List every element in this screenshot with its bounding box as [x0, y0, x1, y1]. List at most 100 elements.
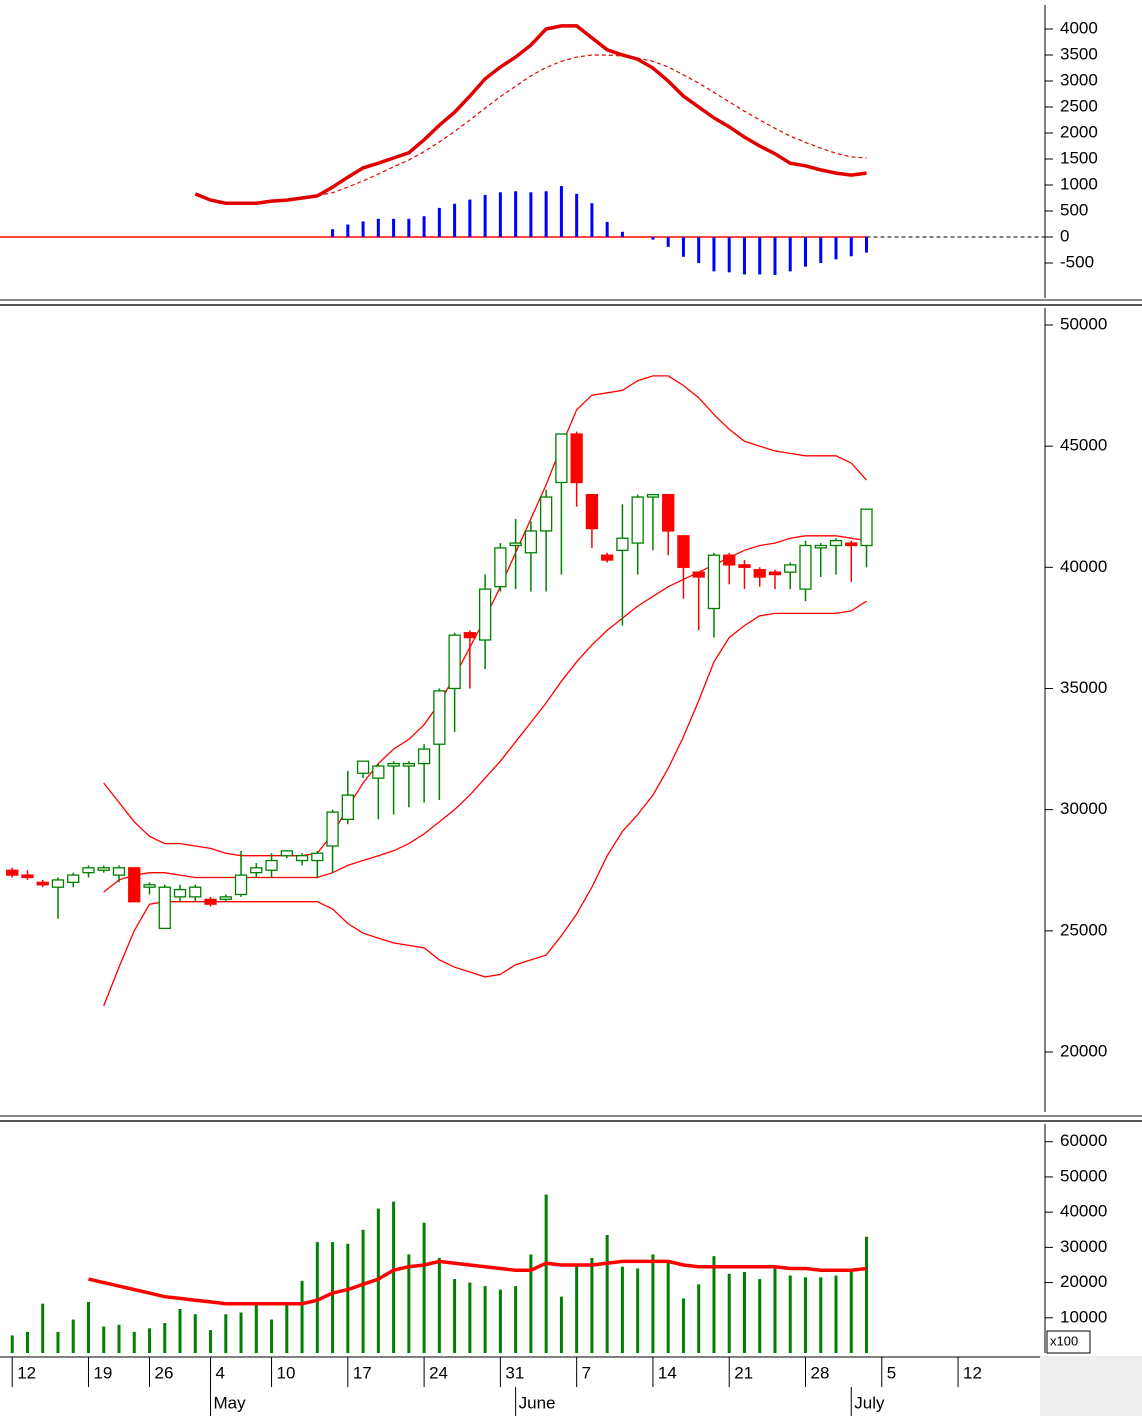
y-tick-label: 1000: [1060, 174, 1098, 193]
candle-body: [173, 888, 187, 898]
x-tick-label: 14: [658, 1363, 677, 1382]
y-tick-label: 30000: [1060, 799, 1107, 818]
volume-bar: [468, 1282, 472, 1353]
candle-body: [616, 537, 629, 551]
unit-label: x100: [1050, 1333, 1078, 1348]
candle-body: [433, 690, 446, 745]
volume-average: [88, 1259, 867, 1306]
candle-body: [189, 886, 202, 898]
x-tick-label: 28: [810, 1363, 829, 1382]
candle-body: [509, 542, 522, 547]
y-tick-label: 30000: [1060, 1237, 1107, 1256]
month-label: June: [519, 1393, 556, 1412]
histogram-bar: [483, 194, 487, 238]
candle-body: [448, 634, 461, 690]
volume-bar: [819, 1277, 823, 1353]
candle-body: [570, 433, 583, 484]
volume-bar: [788, 1275, 792, 1353]
candle-body: [784, 564, 797, 573]
candle-body: [662, 493, 675, 532]
y-tick-label: 4000: [1060, 19, 1098, 38]
candle-body: [494, 547, 507, 588]
candle-body: [387, 762, 400, 767]
y-tick-label: 2500: [1060, 97, 1098, 116]
candle-body: [707, 554, 721, 610]
candle-body: [82, 867, 95, 874]
x-tick-label: 19: [93, 1363, 112, 1382]
x-tick-label: 7: [582, 1363, 591, 1382]
volume-bar: [437, 1257, 441, 1353]
candle-body: [585, 493, 599, 530]
candle-body: [97, 867, 110, 871]
volume-bar: [102, 1326, 106, 1353]
histogram-bar: [620, 231, 624, 238]
candle-body: [601, 554, 614, 561]
volume-bar: [56, 1331, 60, 1353]
corner-box: [1040, 1356, 1142, 1416]
candle-body: [341, 794, 354, 820]
candle-body: [753, 569, 766, 578]
x-tick-label: 5: [887, 1363, 896, 1382]
volume-bar: [483, 1286, 487, 1353]
candle-body: [311, 852, 324, 862]
y-tick-label: 45000: [1060, 436, 1107, 455]
candle-body: [845, 542, 858, 547]
candle-body: [417, 748, 431, 765]
volume-bar: [849, 1270, 853, 1353]
y-tick-label: 35000: [1060, 678, 1107, 697]
histogram-bar: [422, 216, 426, 238]
volume-bar: [361, 1229, 365, 1353]
candle-body: [356, 760, 370, 774]
candle-body: [158, 886, 171, 930]
histogram-bar: [788, 237, 792, 272]
histogram-bar: [849, 237, 853, 257]
histogram-bar: [865, 237, 869, 253]
x-tick-label: 4: [216, 1363, 225, 1382]
volume-bar: [25, 1331, 29, 1353]
volume-bar: [224, 1314, 228, 1353]
histogram-bar: [712, 237, 716, 272]
histogram-bar: [605, 221, 609, 238]
volume-bar: [254, 1303, 258, 1353]
volume-bar: [239, 1312, 243, 1353]
y-tick-label: 40000: [1060, 557, 1107, 576]
volume-bar: [315, 1242, 319, 1353]
y-tick-label: -500: [1060, 252, 1094, 271]
candle-body: [295, 855, 309, 862]
bollinger-band: [103, 600, 867, 1007]
histogram-bar: [331, 229, 335, 238]
x-tick-label: 12: [17, 1363, 36, 1382]
candle-body: [814, 544, 827, 549]
volume-bar: [575, 1264, 579, 1353]
volume-bar: [285, 1305, 289, 1353]
y-tick-label: 60000: [1060, 1131, 1107, 1150]
volume-bar: [605, 1235, 609, 1353]
bollinger-band: [103, 535, 867, 893]
y-tick-label: 25000: [1060, 920, 1107, 939]
y-tick-label: 50000: [1060, 314, 1107, 333]
volume-bar: [697, 1284, 701, 1353]
candle-body: [234, 874, 248, 896]
y-tick-label: 50000: [1060, 1166, 1107, 1185]
x-tick-label: 31: [505, 1363, 524, 1382]
candle-body: [36, 881, 49, 886]
histogram-bar: [544, 191, 548, 238]
volume-bar: [727, 1273, 731, 1353]
candle-body: [204, 898, 217, 905]
candle-body: [280, 850, 293, 857]
x-tick-label: 12: [963, 1363, 982, 1382]
candle-body: [860, 508, 873, 547]
histogram-bar: [803, 237, 807, 267]
volume-bar: [834, 1275, 838, 1353]
histogram-bar: [346, 224, 350, 238]
candle-body: [677, 535, 690, 568]
volume-bar: [163, 1323, 167, 1353]
volume-bar: [71, 1319, 75, 1353]
volume-bar: [636, 1268, 640, 1353]
histogram-bar: [376, 218, 380, 238]
y-tick-label: 0: [1060, 226, 1069, 245]
volume-bar: [742, 1272, 746, 1353]
histogram-bar: [681, 237, 685, 257]
candle-body: [265, 859, 278, 871]
